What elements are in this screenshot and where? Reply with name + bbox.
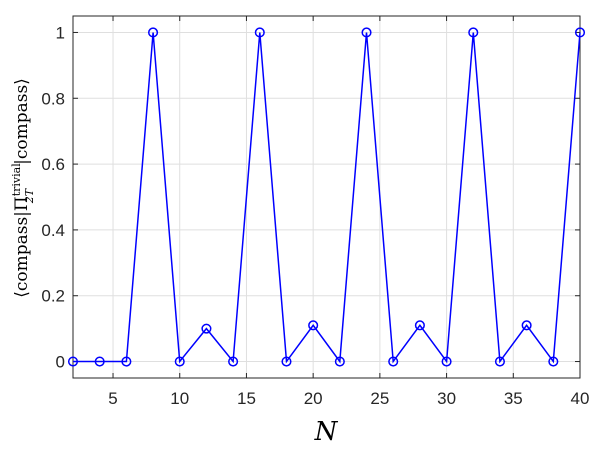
tick-labels: 5 10 15 20 25 30 35 40 0 0.2 0.4 0.6 0.8 1	[41, 23, 589, 408]
data-point-marker	[67, 356, 79, 367]
data-point-marker	[254, 27, 265, 38]
data-point-marker	[201, 323, 212, 334]
data-point-marker	[361, 27, 372, 38]
data-point-marker	[548, 356, 559, 367]
data-point-marker	[521, 320, 532, 331]
x-tick-label: 40	[571, 389, 590, 408]
data-series	[67, 27, 586, 367]
x-tick-label: 35	[504, 389, 523, 408]
data-point-marker	[174, 356, 185, 367]
x-axis-label: N	[314, 417, 339, 447]
x-tick-label: 5	[108, 389, 117, 408]
data-point-marker	[334, 356, 345, 367]
data-point-marker	[281, 356, 292, 367]
data-point-marker	[121, 356, 132, 367]
data-point-marker	[441, 356, 452, 367]
series-line	[73, 32, 581, 364]
x-tick-label: 30	[437, 389, 456, 408]
x-tick-label: 25	[370, 389, 389, 408]
x-tick-label: 20	[304, 389, 323, 408]
data-point-marker	[228, 356, 239, 367]
data-point-marker	[574, 27, 586, 38]
axis-ticks	[73, 16, 581, 378]
data-point-marker	[494, 356, 505, 367]
data-point-marker	[414, 320, 425, 331]
data-point-marker	[94, 356, 105, 367]
y-axis-label: ⟨compass|Πtrivial2T |compass⟩	[10, 78, 36, 298]
x-tick-label: 15	[237, 389, 256, 408]
plot-area-border	[72, 15, 581, 379]
data-point-marker	[148, 27, 159, 38]
y-tick-label: 0.4	[41, 221, 65, 240]
y-axis-label-right: |compass⟩	[12, 78, 32, 165]
y-tick-label: 0.6	[41, 155, 65, 174]
y-axis-label-sub: 2T	[23, 187, 36, 204]
y-tick-label: 0	[56, 353, 65, 372]
data-point-marker	[468, 27, 479, 38]
data-point-marker	[308, 320, 319, 331]
y-axis-label-sup: trivial	[10, 163, 23, 196]
y-tick-label: 1	[56, 23, 65, 42]
data-point-marker	[388, 356, 399, 367]
x-tick-label: 10	[170, 389, 189, 408]
y-tick-label: 0.8	[41, 89, 65, 108]
y-tick-label: 0.2	[41, 287, 65, 306]
y-axis-label-left: ⟨compass|Π	[12, 196, 32, 298]
grid-lines	[73, 16, 581, 378]
